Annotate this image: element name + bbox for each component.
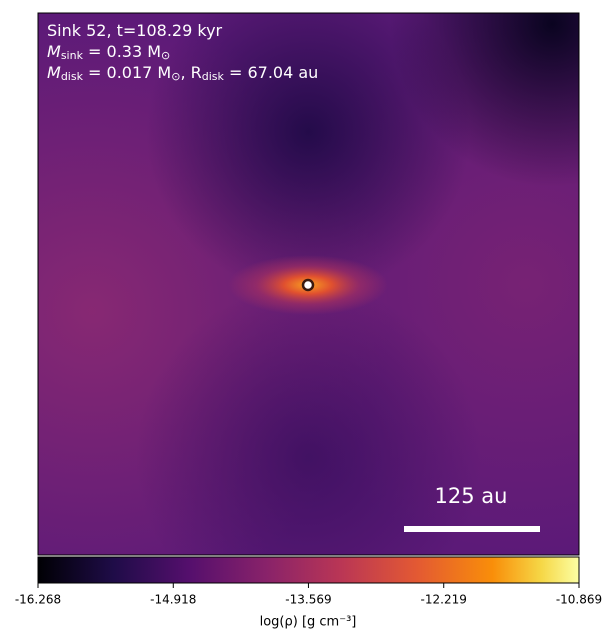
colorbar: [37, 556, 580, 584]
text: M: [47, 42, 61, 61]
subscript: ⊙: [161, 49, 170, 62]
colorbar-label: log(ρ) [g cm⁻³]: [260, 615, 357, 630]
sink-marker: [301, 278, 315, 292]
text: = 67.04 au: [224, 63, 318, 82]
subscript: ⊙: [171, 70, 180, 83]
text: M: [47, 63, 61, 82]
annotation: Sink 52, t=108.29 kyr: [47, 21, 223, 40]
annotation: Mdisk = 0.017 M⊙, Rdisk = 67.04 au: [47, 63, 318, 84]
tick-label: -16.268: [15, 593, 61, 607]
text: = 0.017 M: [83, 63, 171, 82]
scale-bar-label: 125 au: [435, 484, 508, 508]
subscript: disk: [61, 70, 84, 83]
subscript: disk: [202, 70, 225, 83]
text: , R: [180, 63, 201, 82]
tick-label: -12.219: [421, 593, 467, 607]
tick-label: -13.569: [285, 593, 331, 607]
text: = 0.33 M: [83, 42, 161, 61]
tick-label: -10.869: [556, 593, 602, 607]
text: Sink 52, t=108.29 kyr: [47, 21, 223, 40]
subscript: sink: [61, 49, 84, 62]
tick-label: -14.918: [150, 593, 196, 607]
density-map: [37, 12, 580, 556]
annotation: Msink = 0.33 M⊙: [47, 42, 170, 63]
